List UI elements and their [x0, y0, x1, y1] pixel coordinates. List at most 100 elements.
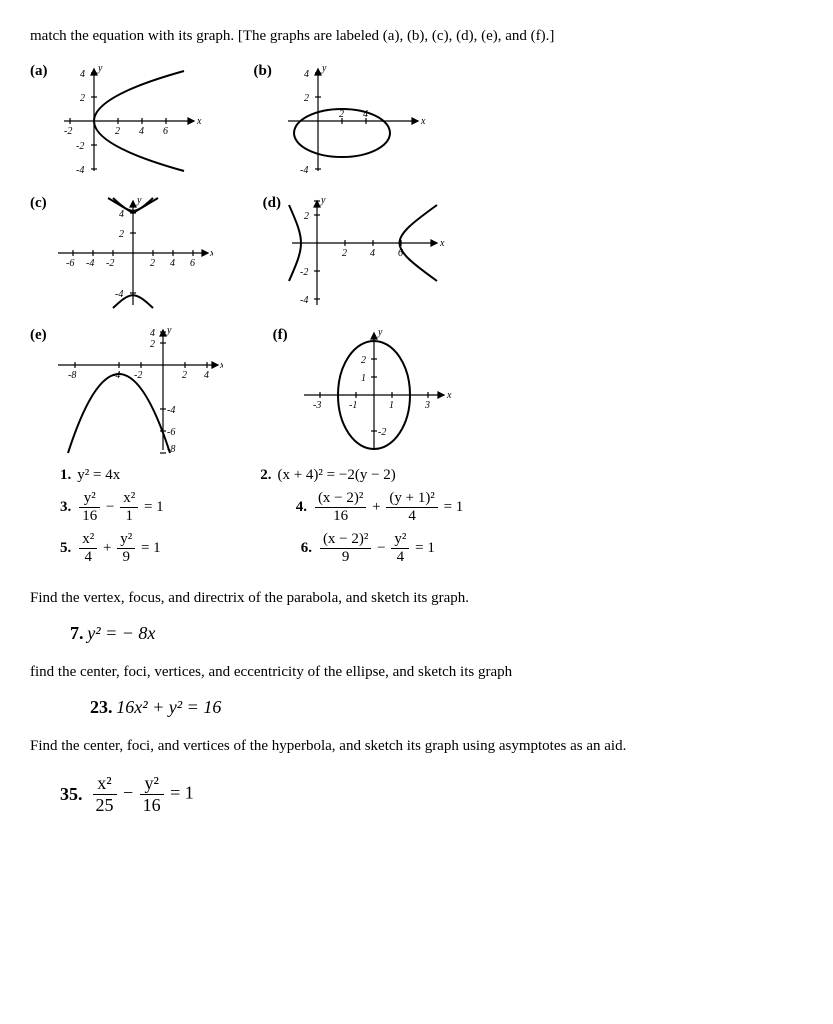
p7-eq: y² = − 8x: [87, 623, 155, 643]
p23: 23. 16x² + y² = 16: [90, 697, 803, 718]
svg-text:2: 2: [119, 229, 124, 240]
equations-block: 1. y² = 4x 2. (x + 4)² = −2(y − 2) 3. y²…: [60, 467, 803, 566]
svg-text:2: 2: [339, 109, 344, 120]
svg-text:4: 4: [170, 258, 175, 269]
svg-text:4: 4: [370, 248, 375, 259]
eq-3: 3. y²16 − x²1 = 1: [60, 490, 164, 525]
graph-row-1: (a) x y -2 2 4 6 2 4 -2 -4: [30, 61, 803, 181]
svg-text:-2: -2: [64, 126, 72, 137]
graph-label-a: (a): [30, 63, 48, 80]
graph-e-svg: x y -8 -4 -2 2 4 2 4 -4 -6 -8: [53, 325, 223, 455]
graph-label-f: (f): [273, 327, 288, 344]
eq-4-body: (x − 2)²16 + (y + 1)²4 = 1: [313, 490, 463, 525]
p7-num: 7.: [70, 623, 84, 643]
svg-text:-6: -6: [66, 258, 74, 269]
svg-text:-4: -4: [86, 258, 94, 269]
p35-intro: Find the center, foci, and vertices of t…: [30, 738, 803, 755]
svg-text:x: x: [420, 116, 426, 127]
graph-a-svg: x y -2 2 4 6 2 4 -2 -4: [54, 61, 204, 181]
graph-b-svg: x y 2 4 2 4 -4: [278, 61, 428, 181]
svg-text:-8: -8: [68, 370, 76, 381]
svg-text:2: 2: [361, 355, 366, 366]
p35-eq: x²25 − y²16 = 1: [91, 773, 194, 816]
svg-text:4: 4: [150, 328, 155, 339]
p23-intro: find the center, foci, vertices, and ecc…: [30, 664, 803, 681]
svg-text:-2: -2: [300, 267, 308, 278]
graph-label-e: (e): [30, 327, 47, 344]
svg-text:4: 4: [139, 126, 144, 137]
graph-b: (b) x y 2 4 2 4 -4: [254, 61, 428, 181]
svg-text:-4: -4: [76, 165, 84, 176]
eq-4-num: 4.: [296, 499, 307, 516]
svg-text:-3: -3: [313, 400, 321, 411]
eq-6-body: (x − 2)²9 − y²4 = 1: [318, 531, 435, 566]
svg-text:-4: -4: [115, 289, 123, 300]
svg-text:2: 2: [304, 93, 309, 104]
intro-text: match the equation with its graph. [The …: [30, 28, 803, 45]
svg-text:y: y: [320, 195, 326, 206]
graph-label-c: (c): [30, 195, 47, 212]
eq-5-body: x²4 + y²9 = 1: [77, 531, 160, 566]
eq-1: 1. y² = 4x: [60, 467, 120, 484]
svg-text:-2: -2: [106, 258, 114, 269]
svg-text:2: 2: [80, 93, 85, 104]
svg-text:1: 1: [361, 373, 366, 384]
graph-c: (c) x y -6 -4 -2 2 4 6 2 4 -4: [30, 193, 213, 313]
svg-text:1: 1: [389, 400, 394, 411]
p35: 35. x²25 − y²16 = 1: [60, 773, 803, 816]
svg-text:2: 2: [150, 339, 155, 350]
eq-5: 5. x²4 + y²9 = 1: [60, 531, 161, 566]
eq-3-num: 3.: [60, 499, 71, 516]
graph-a: (a) x y -2 2 4 6 2 4 -2 -4: [30, 61, 204, 181]
p23-num: 23.: [90, 697, 113, 717]
svg-text:2: 2: [342, 248, 347, 259]
eq-6: 6. (x − 2)²9 − y²4 = 1: [301, 531, 435, 566]
svg-text:4: 4: [204, 370, 209, 381]
graph-d: (d) x y 2 4 6 2 -2 -4: [263, 193, 447, 313]
svg-text:2: 2: [304, 211, 309, 222]
svg-text:y: y: [97, 63, 103, 74]
eq-1-body: y² = 4x: [77, 467, 120, 484]
svg-text:x: x: [209, 248, 213, 259]
eq-1-num: 1.: [60, 467, 71, 484]
svg-text:2: 2: [182, 370, 187, 381]
graph-d-svg: x y 2 4 6 2 -2 -4: [287, 193, 447, 313]
svg-text:-4: -4: [300, 165, 308, 176]
svg-text:-1: -1: [349, 400, 357, 411]
eq-3-body: y²16 − x²1 = 1: [77, 490, 163, 525]
eq-6-num: 6.: [301, 540, 312, 557]
svg-text:2: 2: [150, 258, 155, 269]
svg-text:2: 2: [115, 126, 120, 137]
svg-text:y: y: [377, 327, 383, 338]
eq-4: 4. (x − 2)²16 + (y + 1)²4 = 1: [296, 490, 464, 525]
svg-text:3: 3: [424, 400, 430, 411]
svg-text:y: y: [166, 325, 172, 336]
svg-text:y: y: [136, 195, 142, 206]
svg-text:-2: -2: [76, 141, 84, 152]
graph-f: (f) x y -3 -1 1 3 1 2 -2: [273, 325, 454, 455]
svg-text:-6: -6: [167, 427, 175, 438]
p7-intro: Find the vertex, focus, and directrix of…: [30, 590, 803, 607]
svg-text:-2: -2: [134, 370, 142, 381]
svg-text:4: 4: [80, 69, 85, 80]
svg-text:x: x: [219, 360, 223, 371]
svg-text:6: 6: [190, 258, 195, 269]
svg-text:-2: -2: [378, 427, 386, 438]
svg-text:y: y: [321, 63, 327, 74]
eq-2-body: (x + 4)² = −2(y − 2): [277, 467, 395, 484]
graph-c-svg: x y -6 -4 -2 2 4 6 2 4 -4: [53, 193, 213, 313]
eq-2: 2. (x + 4)² = −2(y − 2): [260, 467, 396, 484]
graph-e: (e) x y -8 -4 -2 2 4 2 4 -4 -6 -8: [30, 325, 223, 455]
svg-text:x: x: [446, 390, 452, 401]
graph-row-3: (e) x y -8 -4 -2 2 4 2 4 -4 -6 -8: [30, 325, 803, 455]
p23-eq: 16x² + y² = 16: [116, 697, 221, 717]
eq-2-num: 2.: [260, 467, 271, 484]
graph-label-d: (d): [263, 195, 281, 212]
svg-text:6: 6: [163, 126, 168, 137]
graph-label-b: (b): [254, 63, 272, 80]
p7: 7. y² = − 8x: [70, 623, 803, 644]
eq-5-num: 5.: [60, 540, 71, 557]
svg-text:-4: -4: [167, 405, 175, 416]
svg-text:x: x: [439, 238, 445, 249]
svg-text:4: 4: [119, 209, 124, 220]
